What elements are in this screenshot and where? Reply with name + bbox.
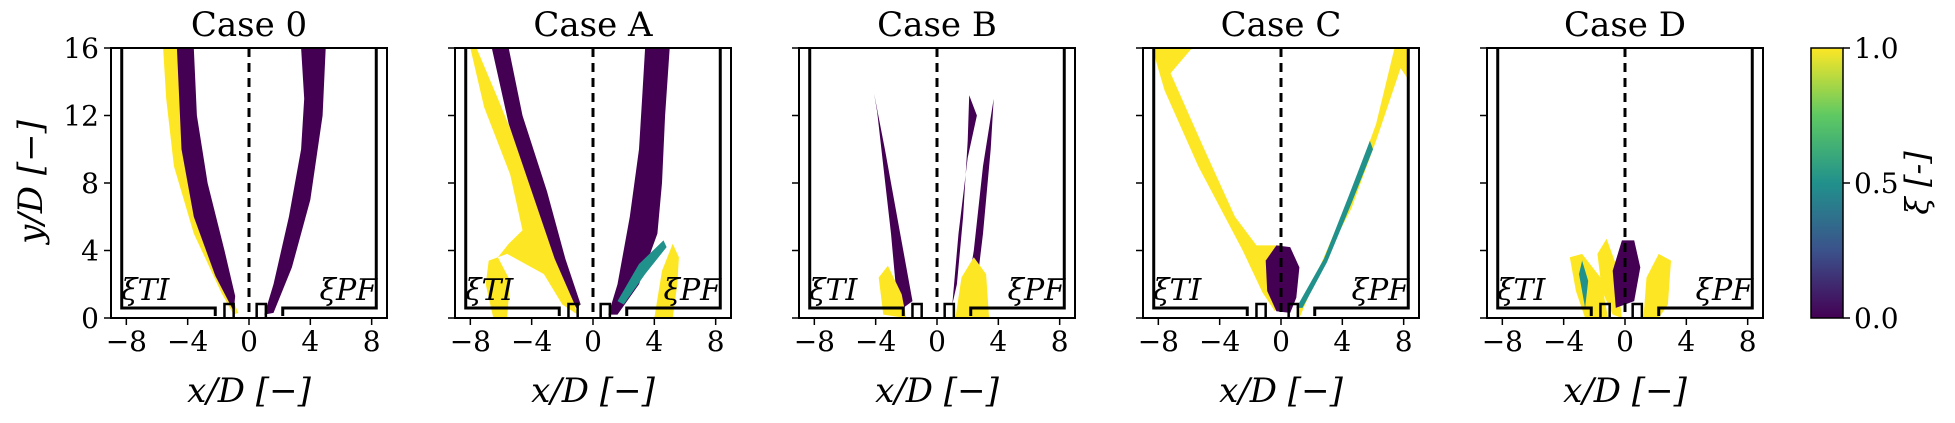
inlet-nozzles xyxy=(1599,302,1644,318)
annotation-xi-ti: ξTI xyxy=(809,273,859,308)
annotation-xi-pf: ξPF xyxy=(319,273,378,308)
x-tick-label: −4 xyxy=(1199,325,1240,358)
y-tick-label: 8 xyxy=(81,167,99,200)
plume-right xyxy=(608,48,670,315)
x-tick-label: 0 xyxy=(584,325,602,358)
y-tick-label: 0 xyxy=(81,302,99,335)
inlet-nozzles xyxy=(567,302,612,318)
colorbar-ticks: 0.0 0.5 1.0 xyxy=(1843,32,1899,335)
chamber-wall xyxy=(1496,48,1754,316)
colorbar-tick-label: 1.0 xyxy=(1854,32,1899,65)
plume-right-edge xyxy=(1296,140,1373,308)
panel-case-0: Case 0 ξTI ξPF −8 −4 0 4 8 x/D [−] 0 4 8 12 16 xyxy=(63,5,388,411)
x-tick-label: −8 xyxy=(450,325,491,358)
plume-left xyxy=(1152,48,1281,312)
y-tick-label: 16 xyxy=(63,32,99,65)
panel-title: Case C xyxy=(1221,5,1342,45)
x-tick-label: −4 xyxy=(855,325,896,358)
x-tick-label: 4 xyxy=(1677,325,1695,358)
y-tick-label: 4 xyxy=(81,235,99,268)
plume-left-edge xyxy=(1579,260,1589,308)
x-tick-label: −4 xyxy=(167,325,208,358)
x-tick-label: −4 xyxy=(511,325,552,358)
inlet-nozzles xyxy=(911,302,956,318)
plume-right-2 xyxy=(964,98,994,308)
plume-left xyxy=(874,93,913,308)
x-tick-label: 0 xyxy=(240,325,258,358)
x-tick-label: 4 xyxy=(1333,325,1351,358)
plume-center xyxy=(1265,245,1300,313)
colorbar-label: ξ [-] xyxy=(1898,151,1936,215)
plume-right-tail xyxy=(654,243,679,318)
inlet-nozzles xyxy=(1255,302,1300,318)
x-tick-label: 0 xyxy=(1272,325,1290,358)
panel-case-a: Case A ξTI ξPF −8 −4 0 4 8 x/D [−] xyxy=(448,5,732,411)
y-tick-label: 12 xyxy=(63,100,99,133)
panel-case-b: Case B ξTI ξPF −8 −4 0 4 8 x/D [−] xyxy=(792,5,1076,411)
x-tick-label: −8 xyxy=(1482,325,1523,358)
plume-right xyxy=(1296,48,1410,318)
plume-left-core xyxy=(176,48,236,312)
x-tick-label: 8 xyxy=(1395,325,1413,358)
panel-case-c: Case C ξTI ξPF −8 −4 0 4 8 x/D [−] xyxy=(1136,5,1420,411)
x-tick-label: 8 xyxy=(1739,325,1757,358)
panel-title: Case 0 xyxy=(191,5,307,45)
chamber-wall xyxy=(1152,48,1410,316)
colorbar-tick-label: 0.5 xyxy=(1854,167,1899,200)
plume-right xyxy=(1643,253,1671,318)
chamber-wall xyxy=(808,48,1066,316)
plume-right-edge xyxy=(617,240,667,305)
annotation-xi-ti: ξTI xyxy=(121,273,171,308)
chamber-wall xyxy=(464,48,722,316)
annotation-xi-pf: ξPF xyxy=(1351,273,1410,308)
panel-case-d: Case D ξTI ξPF −8 −4 0 4 8 x/D [−] xyxy=(1480,5,1764,411)
x-tick-label: 8 xyxy=(1051,325,1069,358)
x-tick-label: −8 xyxy=(1138,325,1179,358)
colorbar xyxy=(1810,47,1844,319)
x-axis-label: x/D [−] xyxy=(1563,371,1687,411)
plume-right-base xyxy=(955,257,990,318)
annotation-xi-pf: ξPF xyxy=(663,273,722,308)
x-tick-label: 0 xyxy=(1616,325,1634,358)
x-tick-label: 4 xyxy=(301,325,319,358)
plume-left-base xyxy=(878,265,907,318)
annotation-xi-ti: ξTI xyxy=(1497,273,1547,308)
x-tick-label: −8 xyxy=(106,325,147,358)
x-tick-label: 0 xyxy=(928,325,946,358)
x-tick-label: 8 xyxy=(707,325,725,358)
inlet-nozzles xyxy=(223,302,268,318)
x-axis-label: x/D [−] xyxy=(1219,371,1343,411)
colorbar-tick-label: 0.0 xyxy=(1854,302,1899,335)
panel-title: Case B xyxy=(877,5,997,45)
panel-title: Case A xyxy=(533,5,653,45)
x-tick-label: 4 xyxy=(645,325,663,358)
plume-left-core xyxy=(491,48,581,308)
x-tick-label: −4 xyxy=(1543,325,1584,358)
plume-left xyxy=(470,48,578,318)
annotation-xi-pf: ξPF xyxy=(1007,273,1066,308)
y-axis-label: y/D [−] xyxy=(11,119,51,245)
plume-right xyxy=(952,95,977,305)
x-axis-label: x/D [−] xyxy=(187,371,311,411)
x-axis-label: x/D [−] xyxy=(875,371,999,411)
x-tick-label: −8 xyxy=(794,325,835,358)
plume-left xyxy=(1569,253,1609,318)
plume-right xyxy=(264,48,326,315)
x-axis-label: x/D [−] xyxy=(531,371,655,411)
x-tick-label: 8 xyxy=(363,325,381,358)
annotation-xi-pf: ξPF xyxy=(1695,273,1754,308)
annotation-xi-ti: ξTI xyxy=(465,273,515,308)
panel-title: Case D xyxy=(1564,5,1686,45)
chamber-wall xyxy=(120,48,378,316)
x-tick-label: 4 xyxy=(989,325,1007,358)
annotation-xi-ti: ξTI xyxy=(1153,273,1203,308)
